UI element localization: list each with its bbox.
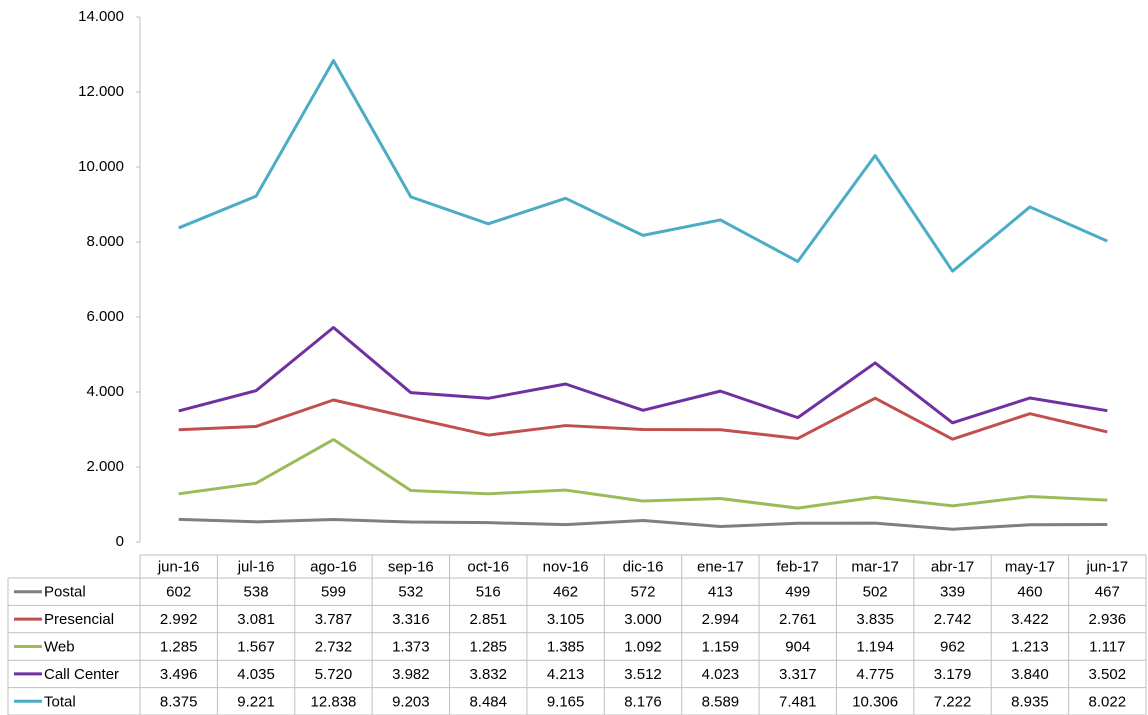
y-tick-label: 12.000 bbox=[78, 83, 124, 100]
table-value: 3.787 bbox=[315, 611, 353, 628]
table-value: 1.567 bbox=[237, 638, 275, 655]
x-tick-label: dic-16 bbox=[623, 558, 664, 575]
table-value: 3.316 bbox=[392, 611, 430, 628]
table-value: 12.838 bbox=[311, 693, 357, 710]
x-tick-label: feb-17 bbox=[776, 558, 819, 575]
table-value: 502 bbox=[863, 584, 888, 601]
series-line bbox=[178, 326, 1108, 425]
table-value: 1.213 bbox=[1011, 638, 1049, 655]
table-value: 7.222 bbox=[934, 693, 972, 710]
table-value: 3.835 bbox=[856, 611, 894, 628]
table-value: 413 bbox=[708, 584, 733, 601]
x-tick-label: jul-16 bbox=[237, 558, 275, 575]
table-value: 1.285 bbox=[469, 638, 507, 655]
table-value: 467 bbox=[1095, 584, 1120, 601]
table-value: 1.285 bbox=[160, 638, 198, 655]
table-value: 339 bbox=[940, 584, 965, 601]
x-tick-label: oct-16 bbox=[467, 558, 509, 575]
x-tick-label: ene-17 bbox=[697, 558, 744, 575]
table-value: 962 bbox=[940, 638, 965, 655]
table-value: 3.179 bbox=[934, 666, 972, 683]
table-value: 1.373 bbox=[392, 638, 430, 655]
table-value: 1.194 bbox=[856, 638, 894, 655]
table-value: 599 bbox=[321, 584, 346, 601]
table-value: 2.851 bbox=[469, 611, 507, 628]
table-value: 3.982 bbox=[392, 666, 430, 683]
legend-label: Postal bbox=[44, 584, 86, 601]
table-value: 516 bbox=[476, 584, 501, 601]
table-value: 1.117 bbox=[1089, 638, 1125, 655]
table-value: 2.742 bbox=[934, 611, 972, 628]
table-value: 1.092 bbox=[624, 638, 662, 655]
series-line bbox=[178, 396, 1108, 441]
table-value: 538 bbox=[244, 584, 269, 601]
table-value: 4.023 bbox=[702, 666, 740, 683]
table-value: 8.484 bbox=[469, 693, 507, 710]
x-tick-label: mar-17 bbox=[851, 558, 899, 575]
legend-label: Total bbox=[44, 693, 76, 710]
table-value: 3.502 bbox=[1089, 666, 1127, 683]
y-tick-label: 0 bbox=[116, 533, 124, 550]
y-tick-label: 14.000 bbox=[78, 8, 124, 25]
table-value: 2.994 bbox=[702, 611, 740, 628]
table-value: 4.213 bbox=[547, 666, 585, 683]
table-value: 3.840 bbox=[1011, 666, 1049, 683]
table-value: 8.022 bbox=[1089, 693, 1127, 710]
x-tick-label: ago-16 bbox=[310, 558, 357, 575]
table-value: 2.936 bbox=[1089, 611, 1127, 628]
x-tick-label: abr-17 bbox=[931, 558, 974, 575]
table-value: 904 bbox=[785, 638, 810, 655]
table-value: 460 bbox=[1017, 584, 1042, 601]
table-value: 8.589 bbox=[702, 693, 740, 710]
series-line bbox=[178, 59, 1108, 273]
table-value: 1.159 bbox=[702, 638, 740, 655]
table-value: 2.732 bbox=[315, 638, 353, 655]
table-value: 3.081 bbox=[237, 611, 275, 628]
table-value: 3.317 bbox=[779, 666, 817, 683]
table-value: 3.422 bbox=[1011, 611, 1049, 628]
x-tick-label: may-17 bbox=[1005, 558, 1055, 575]
legend-label: Call Center bbox=[44, 666, 119, 683]
table-value: 8.935 bbox=[1011, 693, 1049, 710]
series-line bbox=[178, 438, 1108, 510]
x-tick-label: jun-17 bbox=[1085, 558, 1128, 575]
table-value: 532 bbox=[398, 584, 423, 601]
table-value: 2.992 bbox=[160, 611, 198, 628]
table-value: 499 bbox=[785, 584, 810, 601]
table-value: 8.375 bbox=[160, 693, 198, 710]
series-line bbox=[178, 517, 1108, 531]
legend-label: Web bbox=[44, 638, 75, 655]
legend-label: Presencial bbox=[44, 611, 114, 628]
table-value: 602 bbox=[166, 584, 191, 601]
table-value: 572 bbox=[630, 584, 655, 601]
table-value: 9.165 bbox=[547, 693, 585, 710]
y-tick-label: 6.000 bbox=[86, 308, 124, 325]
y-tick-label: 8.000 bbox=[86, 233, 124, 250]
table-value: 7.481 bbox=[779, 693, 817, 710]
table-value: 3.000 bbox=[624, 611, 662, 628]
table-value: 3.832 bbox=[469, 666, 507, 683]
table-value: 9.221 bbox=[237, 693, 275, 710]
table-value: 5.720 bbox=[315, 666, 353, 683]
table-value: 4.035 bbox=[237, 666, 275, 683]
table-value: 3.496 bbox=[160, 666, 198, 683]
table-value: 3.512 bbox=[624, 666, 662, 683]
y-tick-label: 10.000 bbox=[78, 158, 124, 175]
table-value: 9.203 bbox=[392, 693, 430, 710]
table-value: 8.176 bbox=[624, 693, 662, 710]
y-tick-label: 2.000 bbox=[86, 458, 124, 475]
table-value: 3.105 bbox=[547, 611, 585, 628]
x-tick-label: nov-16 bbox=[543, 558, 589, 575]
y-tick-label: 4.000 bbox=[86, 383, 124, 400]
x-tick-label: sep-16 bbox=[388, 558, 434, 575]
table-value: 4.775 bbox=[856, 666, 894, 683]
table-value: 462 bbox=[553, 584, 578, 601]
table-value: 2.761 bbox=[779, 611, 817, 628]
table-value: 10.306 bbox=[852, 693, 898, 710]
x-tick-label: jun-16 bbox=[157, 558, 200, 575]
table-value: 1.385 bbox=[547, 638, 585, 655]
